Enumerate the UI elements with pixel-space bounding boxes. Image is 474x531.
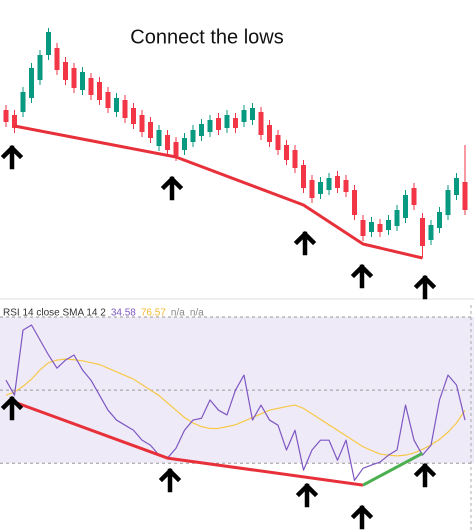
candle-body bbox=[80, 72, 85, 90]
candle-body bbox=[352, 190, 357, 215]
candle-body bbox=[292, 150, 298, 168]
candle-body bbox=[369, 222, 374, 232]
candle-body bbox=[411, 188, 417, 205]
candle-body bbox=[301, 165, 306, 188]
trendline bbox=[362, 452, 424, 487]
candle-body bbox=[267, 125, 272, 142]
rsi-header: RSI 14 close SMA 14 2 34.58 76.57 n/a n/a bbox=[3, 308, 204, 319]
candle-body bbox=[454, 178, 459, 195]
candle-body bbox=[3, 110, 9, 122]
candle-body bbox=[105, 92, 111, 108]
candle-body bbox=[156, 130, 162, 146]
candle-body bbox=[428, 225, 434, 240]
readout: 76.57 bbox=[141, 308, 166, 319]
candle-body bbox=[148, 122, 153, 138]
arrow bbox=[0, 144, 24, 170]
candle-body bbox=[326, 178, 332, 190]
arrow bbox=[158, 467, 182, 493]
arrow bbox=[160, 175, 184, 201]
candle-body bbox=[437, 212, 442, 228]
candle-body bbox=[199, 124, 204, 136]
rsi-band-layer bbox=[0, 316, 474, 464]
arrow bbox=[295, 482, 319, 508]
candle-body bbox=[224, 115, 230, 128]
candle-body bbox=[182, 138, 187, 150]
arrow bbox=[350, 504, 374, 530]
candle-body bbox=[20, 92, 26, 112]
candle-body bbox=[394, 210, 400, 226]
data-layer bbox=[3, 28, 468, 487]
candle-body bbox=[139, 115, 145, 132]
candle-body bbox=[284, 145, 289, 160]
candle-body bbox=[216, 118, 221, 130]
candle-body bbox=[190, 130, 196, 142]
candle-body bbox=[403, 195, 408, 218]
candle-body bbox=[12, 115, 17, 128]
candle-body bbox=[114, 98, 119, 112]
candle-body bbox=[207, 120, 213, 132]
candle-body bbox=[360, 220, 366, 236]
candle-body bbox=[63, 62, 68, 80]
candle-body bbox=[386, 220, 391, 230]
trendline bbox=[13, 400, 364, 487]
arrow bbox=[413, 274, 437, 300]
candle-body bbox=[462, 182, 468, 210]
candle-body bbox=[173, 142, 179, 156]
readout: n/a bbox=[190, 308, 204, 319]
arrow bbox=[293, 230, 317, 256]
candle-body bbox=[165, 135, 170, 150]
candle-body bbox=[250, 108, 255, 120]
candle-body bbox=[71, 68, 77, 88]
arrow bbox=[0, 395, 24, 421]
candle-body bbox=[54, 48, 60, 70]
candle-body bbox=[131, 108, 136, 124]
candle-body bbox=[97, 82, 102, 100]
trendline bbox=[14, 124, 423, 260]
candle-body bbox=[46, 32, 51, 55]
candle-body bbox=[318, 182, 323, 194]
readout: 34.58 bbox=[111, 308, 136, 319]
readout: n/a bbox=[171, 308, 185, 319]
candle-body bbox=[275, 135, 281, 150]
candle-body bbox=[29, 68, 34, 98]
series-line bbox=[5, 324, 466, 481]
candle-body bbox=[335, 176, 340, 188]
candle-body bbox=[233, 118, 238, 128]
candle-body bbox=[445, 190, 451, 215]
candle-body bbox=[88, 78, 94, 95]
arrows bbox=[0, 144, 437, 530]
candle-body bbox=[377, 224, 383, 232]
arrow bbox=[413, 462, 437, 488]
chart-title: Connect the lows bbox=[130, 26, 283, 48]
candle-body bbox=[241, 110, 247, 122]
candle-body bbox=[258, 112, 264, 135]
arrow bbox=[350, 263, 374, 289]
rsi-title: RSI 14 close SMA 14 2 bbox=[3, 308, 106, 319]
candle-body bbox=[343, 180, 349, 192]
candle-body bbox=[309, 180, 315, 198]
candle-body bbox=[420, 218, 425, 246]
candle-body bbox=[37, 55, 43, 80]
candle-body bbox=[122, 100, 128, 118]
